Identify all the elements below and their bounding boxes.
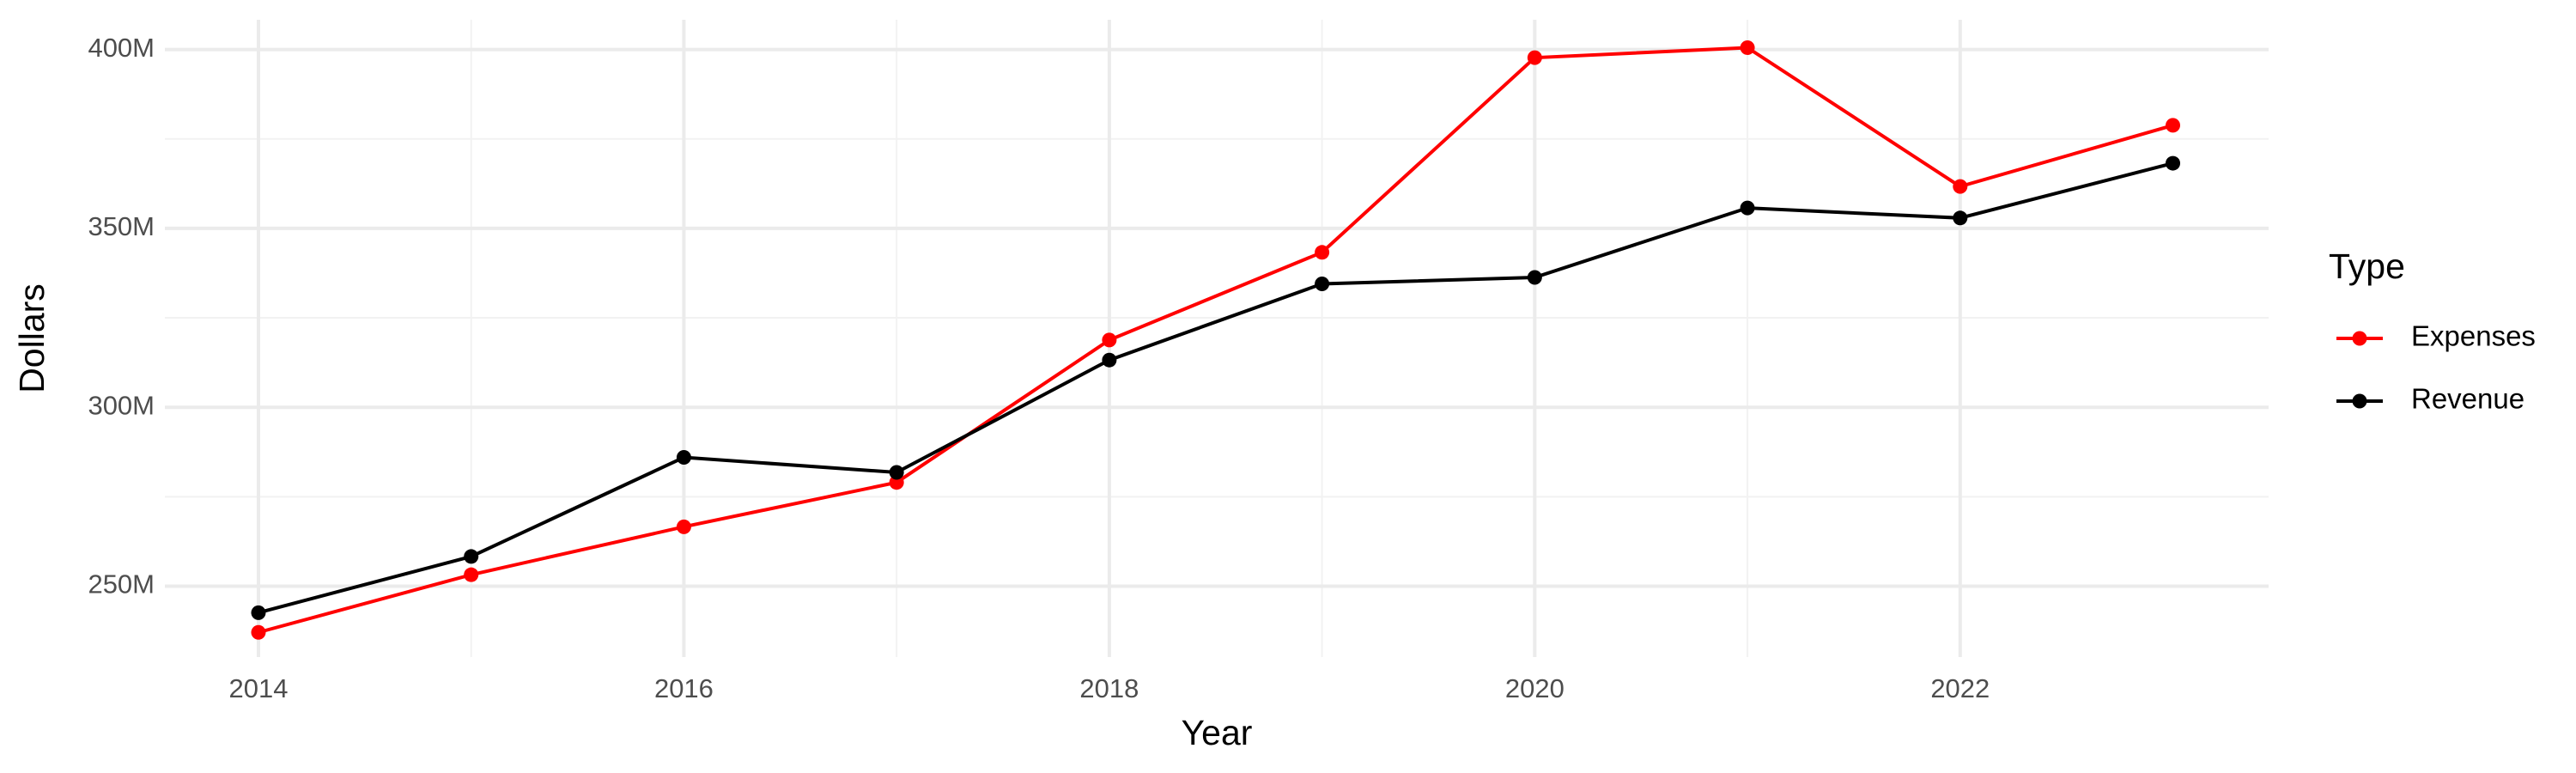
data-point: [889, 475, 904, 490]
x-tick-label: 2016: [654, 673, 714, 703]
legend-key-point: [2352, 331, 2367, 346]
y-tick-label: 400M: [88, 33, 155, 63]
data-point: [2166, 118, 2181, 133]
data-point: [676, 519, 691, 534]
x-axis-title: Year: [1182, 713, 1253, 752]
x-tick-label: 2022: [1930, 673, 1990, 703]
data-point: [1315, 245, 1330, 260]
data-point: [676, 450, 691, 466]
data-point: [1953, 210, 1968, 226]
data-point: [2166, 155, 2181, 171]
legend-title: Type: [2329, 247, 2405, 286]
legend-label: Revenue: [2411, 383, 2524, 415]
y-tick-label: 300M: [88, 390, 155, 420]
data-point: [889, 465, 904, 480]
data-point: [1740, 40, 1755, 55]
y-axis-title: Dollars: [12, 283, 52, 393]
y-tick-label: 250M: [88, 569, 155, 600]
data-point: [1102, 332, 1117, 348]
series-line: [258, 161, 2174, 615]
data-point: [1527, 270, 1542, 285]
x-tick-label: 2014: [229, 673, 289, 703]
data-point: [1315, 276, 1330, 291]
series-line: [258, 46, 2174, 635]
data-point: [1953, 179, 1968, 194]
data-point: [464, 549, 479, 564]
data-point: [251, 605, 266, 620]
x-tick-label: 2020: [1505, 673, 1564, 703]
data-point: [1527, 50, 1542, 65]
data-point: [464, 567, 479, 582]
legend-key-point: [2352, 393, 2367, 409]
grid: [165, 20, 2269, 657]
data-point: [1102, 352, 1117, 368]
legend-label: Expenses: [2411, 320, 2536, 352]
data-point: [251, 624, 266, 640]
y-tick-label: 350M: [88, 211, 155, 241]
data-point: [1740, 200, 1755, 216]
x-tick-label: 2018: [1079, 673, 1139, 703]
